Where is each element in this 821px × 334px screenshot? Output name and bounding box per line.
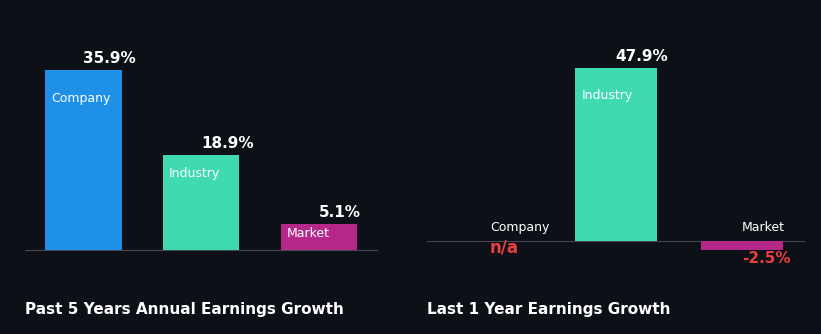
Bar	[163, 155, 240, 250]
Bar	[281, 224, 357, 250]
Text: 5.1%: 5.1%	[319, 205, 360, 220]
Bar	[575, 68, 657, 241]
Text: 35.9%: 35.9%	[84, 51, 136, 66]
Text: 18.9%: 18.9%	[201, 136, 254, 151]
Text: Company: Company	[52, 92, 111, 105]
Text: -2.5%: -2.5%	[741, 251, 791, 266]
Text: Industry: Industry	[581, 89, 633, 102]
Text: Industry: Industry	[169, 167, 220, 180]
Text: Last 1 Year Earnings Growth: Last 1 Year Earnings Growth	[427, 302, 671, 317]
Text: 47.9%: 47.9%	[616, 49, 668, 64]
Text: n/a: n/a	[490, 239, 519, 257]
Bar	[45, 70, 122, 250]
Text: Company: Company	[490, 221, 549, 234]
Text: Market: Market	[741, 221, 785, 234]
Text: Market: Market	[287, 227, 330, 240]
Text: Past 5 Years Annual Earnings Growth: Past 5 Years Annual Earnings Growth	[25, 302, 343, 317]
Bar	[701, 241, 782, 250]
